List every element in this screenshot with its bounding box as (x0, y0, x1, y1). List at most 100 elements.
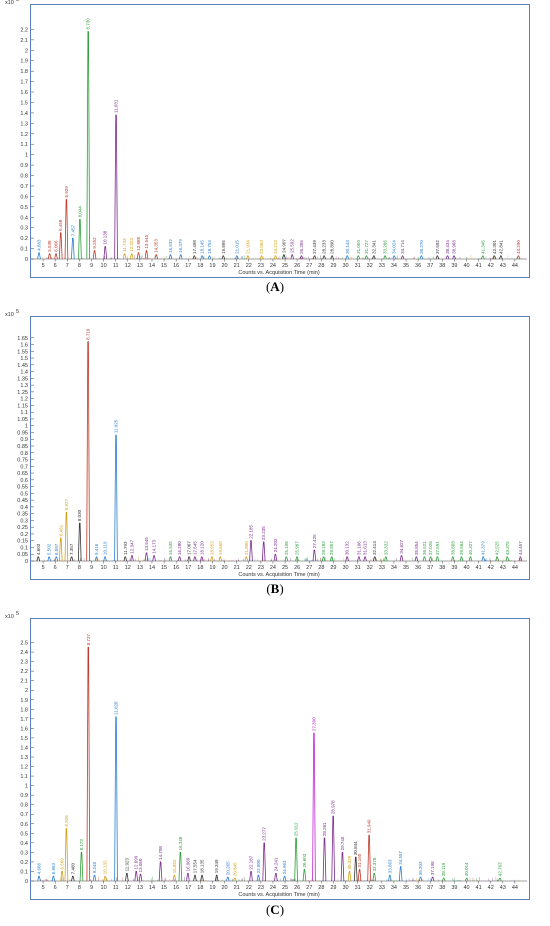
peak-26.355 (299, 255, 304, 260)
peak-33.332 (384, 556, 388, 562)
peak-6.569 (60, 871, 64, 882)
x-tick-label: 22 (246, 263, 252, 269)
peak-label: 41.379 (481, 541, 486, 555)
peak-label: 6.461 (58, 524, 63, 536)
peak-24.907 (282, 254, 286, 260)
x-tick-label: 27 (306, 885, 312, 891)
x-tick-label: 5 (42, 885, 45, 891)
peak-label: 6.066 (53, 240, 58, 252)
y-tick-label: 1.7 (20, 717, 28, 723)
y-tick-label: 0.4 (20, 215, 28, 221)
peak-24.202 (273, 553, 278, 562)
panel-caption-a: (A) (265, 279, 285, 294)
peak-label: 8.173 (79, 839, 84, 851)
x-tick-label: 9 (90, 885, 93, 891)
peak-18.120 (200, 556, 204, 562)
y-tick-label: 1.9 (20, 698, 28, 704)
peak-34.714 (400, 255, 405, 260)
y-tick-label: 1.3 (20, 121, 28, 127)
peak-23.235 (261, 541, 266, 562)
x-tick-label: 18 (197, 263, 203, 269)
peak-label: 8.719 (86, 328, 91, 340)
x-tick-label: 19 (209, 885, 215, 891)
peak-label: 38.868 (450, 541, 455, 555)
peak-label: 24.213 (273, 240, 278, 254)
peak-label: 4.666 (37, 862, 42, 874)
peak-34.557 (398, 866, 403, 882)
y-tick-label: 1.6 (20, 90, 28, 96)
x-tick-label: 43 (500, 885, 506, 891)
y-tick-label: 1 (25, 424, 28, 430)
y-tick-label: 1.5 (20, 356, 28, 362)
x-tick-label: 31 (355, 565, 361, 571)
peak-18.754 (207, 255, 212, 260)
peak-24.963 (282, 875, 287, 882)
peak-label: 7.460 (70, 862, 75, 874)
peak-label: 34.024 (392, 240, 397, 254)
peak-label: 24.241 (273, 857, 278, 871)
x-tick-label: 28 (318, 565, 324, 571)
x-tick-label: 30 (342, 263, 348, 269)
peak-6.927 (64, 511, 69, 562)
x-tick-label: 34 (391, 263, 397, 269)
peak-label: 27.425 (312, 534, 317, 548)
peak-label: 31.727 (364, 240, 369, 254)
y-scale-exponent: 5 (16, 0, 19, 3)
x-tick-label: 36 (415, 885, 421, 891)
peak-18.953 (210, 556, 214, 562)
x-tick-label: 33 (379, 885, 385, 891)
peak-label: 28.233 (322, 240, 327, 254)
peak-30.132 (345, 556, 349, 562)
x-tick-label: 39 (451, 263, 457, 269)
peak-label: 38.968 (452, 240, 457, 254)
peak-label: 40.327 (468, 541, 473, 555)
x-tick-label: 28 (318, 263, 324, 269)
x-tick-label: 25 (282, 263, 288, 269)
x-tick-label: 16 (173, 263, 179, 269)
peak-label: 44.457 (518, 541, 523, 555)
peak-label: 14.173 (152, 539, 157, 553)
peak-label: 28.890 (330, 240, 335, 254)
peak-34.627 (399, 555, 404, 562)
peak-9.416 (94, 556, 99, 562)
y-scale-label: x10 (5, 312, 14, 318)
peak-label: 36.521 (422, 541, 427, 555)
peak-label: 6.097 (54, 543, 59, 555)
peak-label: 9.416 (94, 543, 99, 555)
x-tick-label: 26 (294, 885, 300, 891)
peak-label: 4.603 (36, 543, 41, 555)
y-tick-label: 0.9 (20, 437, 28, 443)
peak-label: 42.841 (498, 240, 503, 254)
y-tick-label: 0.8 (20, 174, 28, 180)
peak-8.719 (86, 341, 90, 562)
peak-44.457 (518, 556, 523, 562)
peak-5.853 (51, 875, 56, 882)
y-tick-label: 0.1 (20, 545, 28, 551)
peak-29.745 (340, 851, 345, 882)
x-tick-label: 40 (463, 263, 469, 269)
plot-area-b: x10 5 0 0.05 0.1 0.15 0.2 0.25 0.3 0.35 0.4 0.45 0.5… (5, 309, 530, 580)
peak-label: 10.132 (103, 860, 108, 874)
x-tick-label: 7 (66, 263, 69, 269)
peak-label: 32.414 (372, 541, 377, 555)
peak-label: 19.349 (214, 859, 219, 873)
y-tick-label: 1.7 (20, 80, 28, 86)
peak-label: 17.545 (192, 541, 197, 555)
x-tick-label: 30 (342, 885, 348, 891)
peak-4.663 (37, 252, 41, 260)
x-tick-label: 11 (113, 885, 119, 891)
y-tick-label: 0.55 (17, 485, 28, 491)
peak-label: 17.498 (192, 240, 197, 254)
y-tick-label: 2.3 (20, 660, 28, 666)
y-tick-label: 0.8 (20, 803, 28, 809)
y-tick-label: 1.55 (17, 349, 28, 355)
peak-label: 13.545 (144, 537, 149, 551)
y-tick-label: 0.2 (20, 236, 28, 242)
peak-label: 42.301 (492, 240, 497, 254)
peak-17.498 (192, 255, 197, 260)
peak-label: 43.375 (505, 541, 510, 555)
x-tick-label: 16 (173, 565, 179, 571)
peak-label: 18.145 (200, 240, 205, 254)
peak-28.857 (329, 556, 334, 562)
y-tick-label: 0.2 (20, 532, 28, 538)
